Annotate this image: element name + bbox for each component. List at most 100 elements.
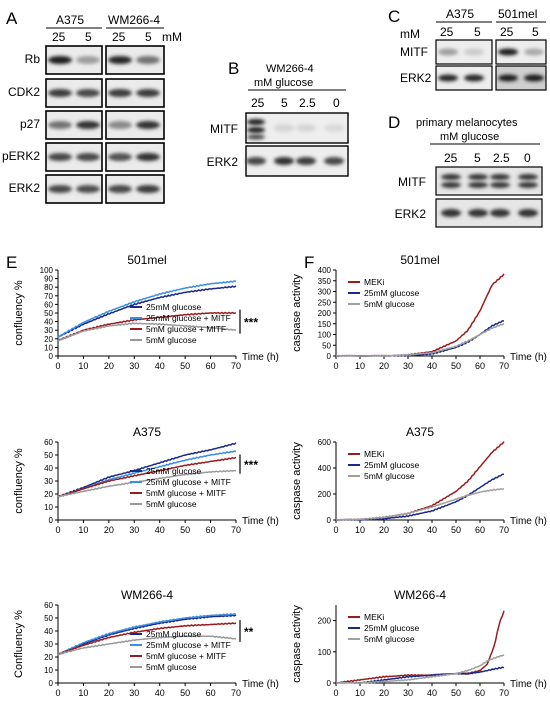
significance-label: *** (244, 458, 258, 472)
blot-a-band (48, 153, 72, 161)
panel-letter-a: A (6, 9, 18, 28)
x-tick-label: 30 (403, 361, 413, 371)
y-tick-label: 60 (44, 300, 53, 309)
series-line (57, 612, 237, 656)
x-tick-label: 30 (129, 525, 139, 535)
y-tick-label: 40 (44, 318, 53, 327)
legend-label: 5mM glucose (146, 499, 197, 509)
x-tick-label: 60 (475, 688, 485, 698)
blot-c-cell-line-a375: A375 (446, 7, 474, 21)
western-blot-c: MITF ERK2 (400, 39, 547, 91)
blot-d-band (468, 182, 488, 188)
y-tick-label: 100 (318, 331, 332, 340)
y-tick-label: 400 (318, 464, 332, 473)
y-tick-label: 0 (49, 679, 54, 688)
x-tick-label: 70 (231, 361, 241, 371)
x-axis-label: Time (h) (510, 352, 547, 363)
chart-title: 501mel (127, 253, 166, 267)
x-tick-label: 0 (333, 525, 338, 535)
series-line (57, 280, 237, 338)
blot-d-band (490, 209, 510, 217)
chart-title: A375 (406, 425, 434, 439)
blot-b-band (274, 124, 294, 132)
blot-c-band (498, 48, 518, 56)
blot-a-conc-4: 5 (145, 30, 152, 44)
blot-c-band (438, 48, 458, 56)
legend-label: 25mM glucose (364, 623, 420, 633)
y-tick-label: 300 (318, 288, 332, 297)
series-line (335, 273, 505, 357)
y-axis-label: caspase activity (291, 442, 303, 520)
blot-b-band (246, 157, 266, 165)
y-tick-label: 70 (44, 292, 53, 301)
blot-c-conc-4: 5 (532, 25, 539, 39)
blot-a-band (108, 185, 132, 193)
blot-a-band (108, 153, 132, 161)
blot-a-band (76, 121, 100, 129)
x-tick-label: 0 (333, 688, 338, 698)
series-line (57, 622, 237, 656)
y-tick-label: 50 (44, 614, 53, 623)
blot-a-band (136, 89, 160, 97)
blot-d-conc-1: 25 (444, 151, 458, 165)
y-axis-label: caspase activity (291, 274, 303, 352)
x-tick-label: 0 (333, 361, 338, 371)
y-axis-label: caspase activity (291, 605, 303, 683)
y-tick-label: 100 (318, 648, 332, 657)
series-line (335, 473, 505, 521)
y-tick-label: 10 (44, 666, 53, 675)
series-line (57, 285, 237, 338)
blot-d-band (468, 209, 488, 217)
legend-label: 25mM glucose (146, 302, 202, 312)
y-tick-label: 50 (44, 451, 53, 460)
x-tick-label: 20 (379, 688, 389, 698)
blot-b-conc-3: 2.5 (299, 96, 316, 110)
blot-c-band (464, 74, 484, 82)
series-line (57, 442, 237, 498)
x-tick-label: 0 (55, 525, 60, 535)
blot-a-band (76, 153, 100, 161)
x-tick-label: 0 (55, 688, 60, 698)
blot-c-band (524, 48, 544, 56)
blot-a-band (48, 56, 72, 64)
blot-a-protein-label: ERK2 (9, 181, 41, 195)
panel-letter-c: C (388, 7, 400, 26)
x-tick-label: 70 (499, 361, 509, 371)
x-tick-label: 40 (155, 688, 165, 698)
blot-b-band (296, 124, 316, 132)
legend-label: 5mM glucose + MITF (146, 324, 226, 334)
blot-b-band (247, 127, 265, 133)
blot-c-band (498, 74, 518, 82)
blot-a-band (136, 121, 160, 129)
blot-a-band (76, 56, 100, 64)
y-tick-label: 50 (44, 309, 53, 318)
y-tick-label: 40 (44, 464, 53, 473)
blot-d-band (518, 174, 538, 180)
y-tick-label: 20 (44, 653, 53, 662)
blot-d-conc-3: 2.5 (493, 151, 510, 165)
blot-d-band (441, 182, 461, 188)
blot-a-cell-line-a375: A375 (56, 13, 84, 27)
blot-b-conc-4: 0 (333, 96, 340, 110)
x-tick-label: 10 (78, 688, 88, 698)
blot-a-band (136, 185, 160, 193)
blot-c-band (524, 74, 544, 82)
chart-caspase-wm266: WM266-4 caspase activity 0 100 200 0 10 20 30 40 5… (291, 588, 547, 698)
x-axis-label: Time (h) (510, 516, 547, 527)
x-tick-label: 60 (206, 525, 216, 535)
blot-b-band (324, 124, 344, 132)
panel-letter-b: B (228, 59, 239, 78)
x-tick-label: 40 (427, 361, 437, 371)
blot-a-band (108, 89, 132, 97)
chart-confluency-a375: A375 confluency % 0 10 20 30 40 50 60 0 10 20 30 40 50… (13, 425, 279, 535)
blot-d-conc-2: 5 (474, 151, 481, 165)
y-tick-label: 250 (318, 298, 332, 307)
x-tick-label: 70 (499, 525, 509, 535)
legend-label: 25mM glucose (146, 629, 202, 639)
y-tick-label: 10 (44, 503, 53, 512)
x-tick-label: 30 (403, 688, 413, 698)
blot-d-protein-label: ERK2 (395, 207, 427, 221)
legend-label: MEKi (364, 277, 384, 287)
